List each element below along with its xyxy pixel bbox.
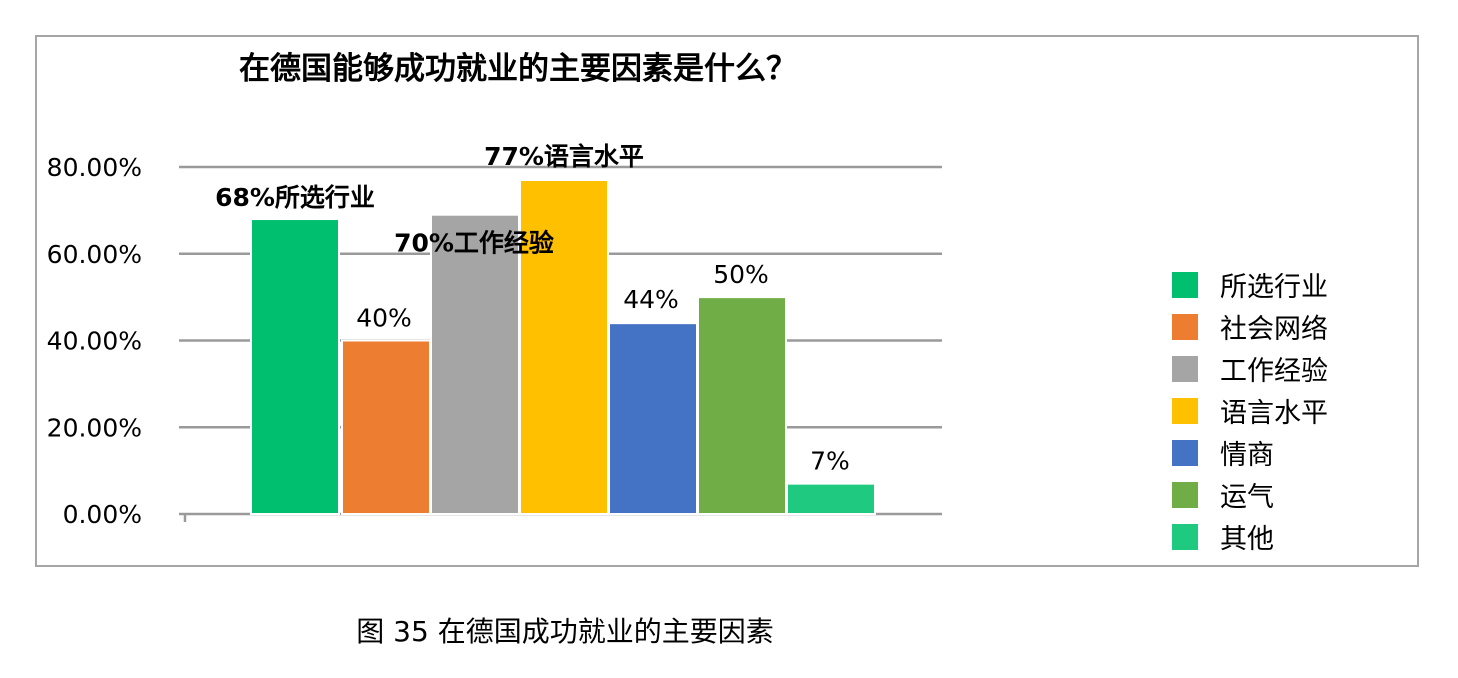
data-label-2: 40% bbox=[356, 304, 412, 333]
y-tick-label: 0.00% bbox=[63, 500, 142, 529]
bar-5 bbox=[608, 322, 698, 515]
y-tick-label: 20.00% bbox=[47, 413, 142, 442]
legend-swatch-2 bbox=[1172, 314, 1198, 340]
data-label-4: 77%语言水平 bbox=[484, 142, 644, 171]
bar-4 bbox=[519, 179, 609, 515]
bars bbox=[250, 179, 876, 516]
data-label-3: 70%工作经验 bbox=[394, 229, 554, 258]
legend-swatch-1 bbox=[1172, 272, 1198, 298]
y-tick-label: 80.00% bbox=[47, 153, 142, 182]
y-axis-ticks: 0.00% 20.00% 40.00% 60.00% 80.00% bbox=[47, 153, 142, 529]
legend-label-1: 所选行业 bbox=[1220, 272, 1328, 303]
y-tick-label: 40.00% bbox=[47, 327, 142, 356]
legend-label-6: 运气 bbox=[1220, 482, 1274, 513]
bar-3 bbox=[430, 213, 520, 515]
legend-label-7: 其他 bbox=[1220, 524, 1274, 555]
data-label-1: 68%所选行业 bbox=[215, 183, 375, 212]
legend-swatch-4 bbox=[1172, 398, 1198, 424]
legend-label-4: 语言水平 bbox=[1220, 398, 1328, 429]
bar-6 bbox=[697, 296, 787, 515]
chart-frame: 68%所选行业 40% 70%工作经验 77%语言水平 44% 50% 7% 0.00% 20… bbox=[35, 35, 1419, 567]
bar-7 bbox=[786, 482, 876, 516]
legend-label-2: 社会网络 bbox=[1220, 314, 1328, 345]
chart-title: 在德国能够成功就业的主要因素是什么？ bbox=[239, 51, 797, 87]
legend-swatch-6 bbox=[1172, 482, 1198, 508]
data-labels: 68%所选行业 40% 70%工作经验 77%语言水平 44% 50% 7% bbox=[215, 142, 850, 476]
bar-2 bbox=[341, 339, 431, 515]
legend-swatch-3 bbox=[1172, 356, 1198, 382]
figure-caption: 图 35 在德国成功就业的主要因素 bbox=[356, 615, 774, 648]
legend-label-5: 情商 bbox=[1220, 440, 1274, 471]
bar-1 bbox=[250, 218, 340, 516]
legend-swatch-7 bbox=[1172, 524, 1198, 550]
legend-label-3: 工作经验 bbox=[1220, 356, 1328, 387]
data-label-6: 50% bbox=[713, 260, 769, 289]
y-tick-label: 60.00% bbox=[47, 240, 142, 269]
data-label-5: 44% bbox=[623, 285, 679, 314]
legend-swatch-5 bbox=[1172, 440, 1198, 466]
bar-chart: 68%所选行业 40% 70%工作经验 77%语言水平 44% 50% 7% 0.00% 20… bbox=[47, 51, 1328, 555]
data-label-7: 7% bbox=[810, 447, 850, 476]
